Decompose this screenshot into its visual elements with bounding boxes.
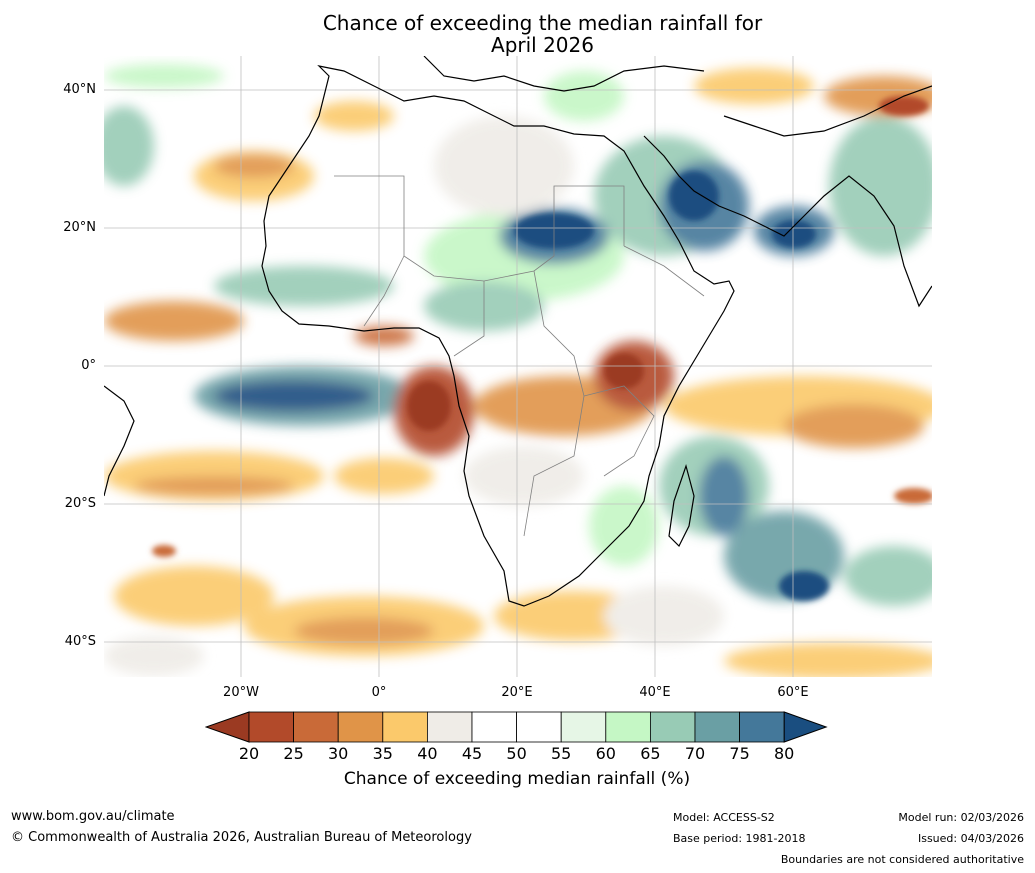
lon-label-60e: 60°E <box>777 685 809 700</box>
footer-disclaimer: Boundaries are not considered authoritat… <box>780 853 1024 866</box>
colorbar-label: Chance of exceeding median rainfall (%) <box>343 769 691 789</box>
lat-label-40s: 40°S <box>64 634 96 649</box>
footer-issued: Issued: 04/03/2026 <box>917 832 1024 845</box>
graticule-lines <box>104 56 932 677</box>
colorbar-tick-label: 30 <box>328 744 349 763</box>
probability-field <box>104 64 932 677</box>
colorbar <box>205 711 828 743</box>
colorbar-tick-label: 25 <box>283 744 304 763</box>
colorbar-tick-label: 65 <box>640 744 661 763</box>
colorbar-cell <box>605 711 651 743</box>
lon-label-0: 0° <box>371 685 387 700</box>
rainfall-probability-map <box>104 56 932 677</box>
colorbar-tick-label: 75 <box>729 744 750 763</box>
lat-label-0: 0° <box>81 358 96 373</box>
footer-base-period: Base period: 1981-2018 <box>673 832 806 845</box>
colorbar-cell <box>694 711 740 743</box>
colorbar-tick-label: 55 <box>551 744 572 763</box>
colorbar-tick-label: 45 <box>461 744 483 763</box>
colorbar-cell <box>560 711 607 743</box>
lon-label-40e: 40°E <box>639 685 671 700</box>
map-title-line1: Chance of exceeding the median rainfall … <box>322 11 763 35</box>
lon-label-20e: 20°E <box>501 685 533 700</box>
colorbar-cell <box>337 711 384 743</box>
lat-label-40n: 40°N <box>63 82 96 97</box>
footer-url[interactable]: www.bom.gov.au/climate <box>11 809 175 824</box>
footer-model-run: Model run: 02/03/2026 <box>898 811 1024 824</box>
colorbar-tick-label: 50 <box>506 744 527 763</box>
colorbar-cell <box>293 711 339 743</box>
country-borders <box>334 175 705 537</box>
colorbar-tick-label: 80 <box>774 744 795 763</box>
colorbar-extend-high <box>783 711 828 743</box>
map-title-line2: April 2026 <box>491 33 594 57</box>
colorbar-cell <box>382 711 428 743</box>
footer-model: Model: ACCESS-S2 <box>673 811 775 824</box>
colorbar-cell <box>248 711 294 743</box>
colorbar-cell <box>426 711 473 743</box>
colorbar-tick-label: 20 <box>238 744 260 763</box>
colorbar-tick-label: 60 <box>595 744 616 763</box>
colorbar-cell <box>649 711 696 743</box>
lat-label-20s: 20°S <box>64 496 96 511</box>
colorbar-cell <box>739 711 785 743</box>
footer-copyright: © Commonwealth of Australia 2026, Austra… <box>11 830 472 845</box>
colorbar-tick-label: 70 <box>684 744 706 763</box>
colorbar-cell <box>471 711 517 743</box>
lat-label-20n: 20°N <box>63 220 96 235</box>
coastlines <box>104 56 932 607</box>
colorbar-tick-label: 40 <box>417 744 438 763</box>
colorbar-extend-low <box>205 711 250 743</box>
colorbar-cell <box>516 711 562 743</box>
colorbar-tick-label: 35 <box>372 744 393 763</box>
lon-label-20w: 20°W <box>223 685 259 700</box>
